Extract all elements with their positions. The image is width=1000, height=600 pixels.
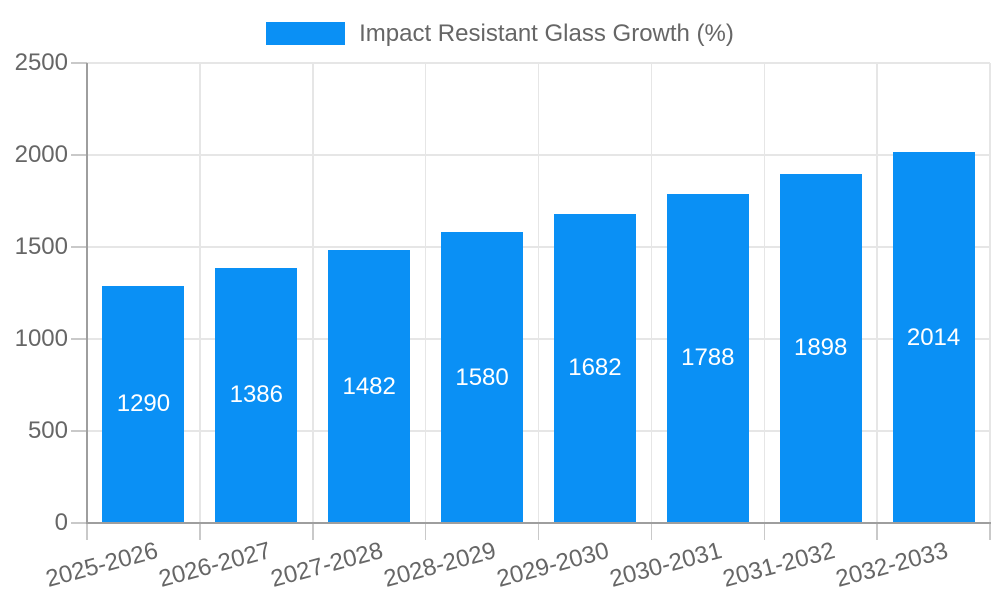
gridline-vertical [424, 63, 427, 523]
bar[interactable]: 1682 [553, 213, 636, 523]
x-axis-line [86, 522, 991, 524]
y-axis-label: 500 [27, 417, 68, 444]
gridline-vertical [763, 63, 765, 523]
bar-value-label: 1788 [681, 344, 735, 372]
bar[interactable]: 1788 [666, 194, 749, 523]
x-axis-tick [424, 524, 427, 540]
y-axis-tick [71, 154, 87, 156]
bar-value-label: 1290 [116, 390, 171, 418]
bar-value-label: 1580 [455, 363, 509, 391]
x-axis-tick [86, 524, 88, 540]
y-axis-label: 1500 [14, 233, 68, 260]
x-axis-tick [312, 524, 314, 540]
bar[interactable]: 1386 [215, 267, 298, 523]
y-axis-tick [71, 246, 87, 248]
bar-value-label: 1386 [229, 381, 283, 409]
y-axis-label: 2500 [14, 49, 68, 76]
y-axis-line [86, 63, 88, 524]
x-axis-tick [199, 524, 201, 540]
gridline-vertical [989, 63, 991, 523]
gridline-vertical [876, 63, 878, 523]
x-axis-label: 2030-2031 [606, 537, 725, 593]
x-axis-tick [650, 524, 653, 540]
y-axis-label: 0 [54, 509, 68, 536]
x-axis-label: 2027-2028 [268, 537, 387, 593]
legend-swatch [266, 22, 346, 45]
gridline-vertical [650, 63, 653, 523]
bar[interactable]: 1482 [328, 250, 411, 523]
x-axis-tick [989, 524, 991, 540]
y-axis-tick [71, 62, 87, 64]
bar-value-label: 1682 [568, 354, 622, 382]
bar-value-label: 1482 [342, 372, 396, 400]
x-axis-tick [763, 524, 765, 540]
y-axis-label: 1000 [14, 325, 68, 352]
gridline-vertical [537, 63, 540, 523]
x-axis-label: 2029-2030 [494, 537, 612, 593]
bar[interactable]: 1898 [779, 173, 862, 523]
bar[interactable]: 1580 [441, 232, 524, 523]
bar[interactable]: 2014 [892, 152, 975, 523]
bar[interactable]: 1290 [102, 285, 185, 523]
x-axis-tick [876, 524, 878, 540]
gridline-vertical [312, 63, 314, 523]
x-axis-label: 2028-2029 [381, 537, 500, 593]
y-axis-tick [71, 430, 87, 432]
y-axis-tick [71, 522, 87, 524]
y-axis-tick [71, 338, 87, 340]
x-axis-label: 2031-2032 [719, 537, 838, 593]
legend-label: Impact Resistant Glass Growth (%) [359, 19, 734, 47]
x-axis-label: 2026-2027 [155, 537, 274, 593]
bar-value-label: 2014 [906, 323, 961, 351]
bar-value-label: 1898 [793, 334, 848, 362]
legend-item[interactable]: Impact Resistant Glass Growth (%) [0, 20, 1000, 47]
x-axis-label: 2025-2026 [42, 537, 161, 593]
gridline-vertical [199, 63, 201, 523]
y-axis-label: 2000 [14, 141, 68, 168]
x-axis-tick [537, 524, 540, 540]
x-axis-label: 2032-2033 [832, 537, 951, 593]
